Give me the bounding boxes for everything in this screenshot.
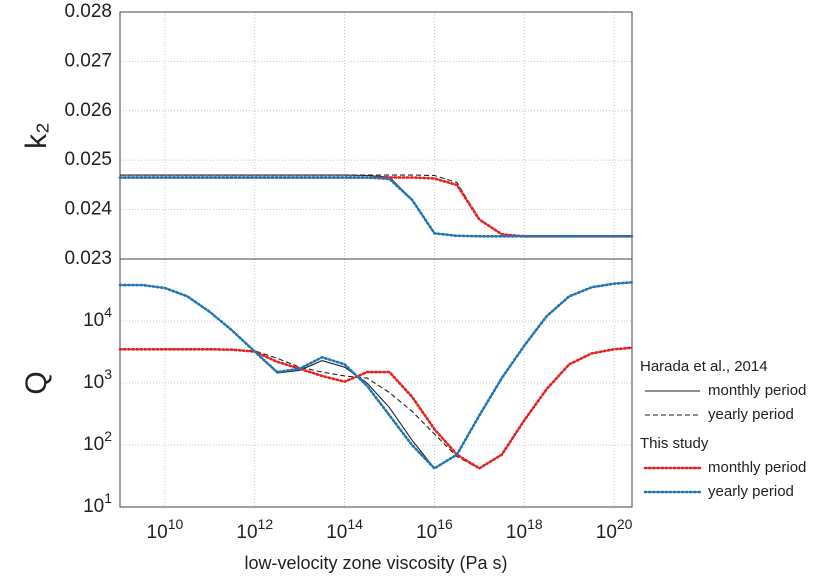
x-tick-label: 1020 <box>596 516 633 543</box>
y-tick-label: 0.023 <box>64 248 112 269</box>
y-axis-title: Q <box>20 371 53 394</box>
x-axis-title: low-velocity zone viscosity (Pa s) <box>244 553 507 573</box>
x-tick-label: 1018 <box>506 516 543 543</box>
series-line <box>118 281 634 471</box>
y-tick-label: 101 <box>83 490 112 517</box>
plot-frame <box>119 258 633 508</box>
series-line <box>118 176 634 238</box>
y-tick-label: 0.027 <box>64 50 112 71</box>
legend-label: monthly period <box>708 382 806 399</box>
series-line <box>120 347 633 469</box>
y-tick-label: 0.024 <box>64 199 112 220</box>
y-axis-title: k₂ <box>20 122 53 149</box>
series-line <box>120 174 632 237</box>
legend-title: This study <box>640 435 709 452</box>
series-line <box>120 281 633 470</box>
x-tick-label: 1016 <box>416 516 453 543</box>
series-line <box>120 174 632 237</box>
y-tick-label: 102 <box>83 428 112 455</box>
y-tick-label: 0.026 <box>64 100 112 121</box>
legend-label: monthly period <box>708 459 806 476</box>
y-tick-label: 104 <box>83 304 112 331</box>
legend-title: Harada et al., 2014 <box>640 358 768 375</box>
plot-frame <box>119 11 633 260</box>
y-tick-label: 0.025 <box>64 149 112 170</box>
x-tick-label: 1010 <box>147 516 184 543</box>
y-tick-label: 103 <box>83 366 112 393</box>
y-tick-label: 0.028 <box>64 1 112 22</box>
series-line <box>118 346 634 470</box>
x-tick-label: 1014 <box>326 516 363 543</box>
series-line <box>118 176 634 238</box>
legend-label: yearly period <box>708 483 794 500</box>
x-tick-label: 1012 <box>236 516 273 543</box>
legend-label: yearly period <box>708 406 794 423</box>
